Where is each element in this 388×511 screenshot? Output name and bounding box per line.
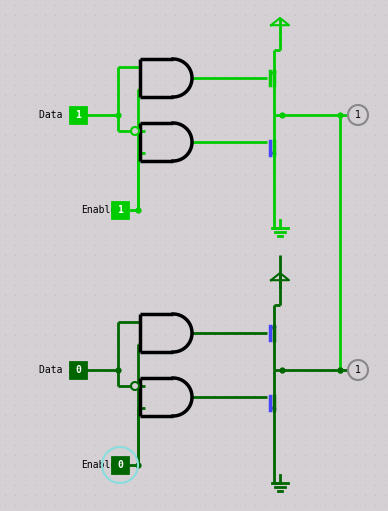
Text: 1: 1	[75, 110, 81, 120]
Text: 1: 1	[355, 110, 361, 120]
Text: Enable: Enable	[81, 460, 116, 470]
Text: Enable: Enable	[81, 205, 116, 215]
Text: Data 1: Data 1	[39, 110, 74, 120]
Text: 0: 0	[117, 460, 123, 470]
Text: 1: 1	[117, 205, 123, 215]
Circle shape	[348, 360, 368, 380]
Text: 1: 1	[355, 365, 361, 375]
Text: Data 2: Data 2	[39, 365, 74, 375]
Circle shape	[131, 127, 139, 135]
Text: 0: 0	[75, 365, 81, 375]
Circle shape	[131, 382, 139, 390]
Circle shape	[348, 105, 368, 125]
Bar	[112, 202, 128, 218]
Bar	[70, 362, 86, 378]
Bar	[70, 107, 86, 123]
Bar	[112, 457, 128, 473]
